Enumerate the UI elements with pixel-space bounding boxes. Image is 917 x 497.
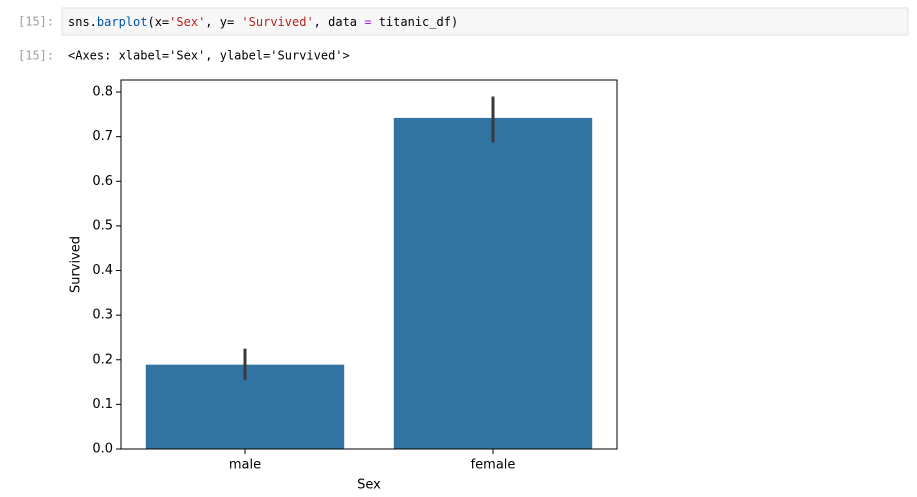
y-tick-label: 0.1 (92, 397, 113, 412)
y-tick-label: 0.6 (92, 174, 113, 189)
chart: 0.0 0.1 0.2 0.3 0.4 0.5 0.6 0.7 0.8 male female Sex… (69, 79, 618, 493)
input-prompt: [15]: (18, 15, 54, 29)
x-axis-label: Sex (357, 478, 381, 493)
code-token: 'Sex' (169, 15, 205, 29)
code-token: = (364, 15, 371, 29)
bar (393, 117, 593, 449)
output-prompt: [15]: (18, 49, 54, 63)
y-tick-label: 0.0 (92, 442, 113, 457)
output-text: <Axes: xlabel='Sex', ylabel='Survived'> (68, 49, 350, 63)
y-tick-label: 0.5 (92, 218, 113, 233)
code-token: 'Survived' (241, 15, 313, 29)
y-axis-label: Survived (69, 236, 84, 293)
code-cell[interactable] (61, 7, 909, 36)
y-tick-label: 0.3 (92, 308, 113, 323)
x-tick-label: male (229, 458, 261, 473)
y-tick-label: 0.2 (92, 352, 113, 367)
code: sns.barplot(x='Sex', y= 'Survived', data… (68, 15, 458, 29)
y-tick-label: 0.7 (92, 129, 113, 144)
code-token: titanic_df) (371, 15, 458, 29)
code-token: , y= (205, 15, 241, 29)
code-token: barplot (97, 15, 148, 29)
code-token: , data (314, 15, 365, 29)
code-token: sns. (68, 15, 97, 29)
x-tick-label: female (471, 458, 516, 473)
y-tick-label: 0.8 (92, 85, 113, 100)
code-token: (x= (147, 15, 169, 29)
y-tick-label: 0.4 (92, 263, 113, 278)
axes-frame (120, 79, 618, 450)
